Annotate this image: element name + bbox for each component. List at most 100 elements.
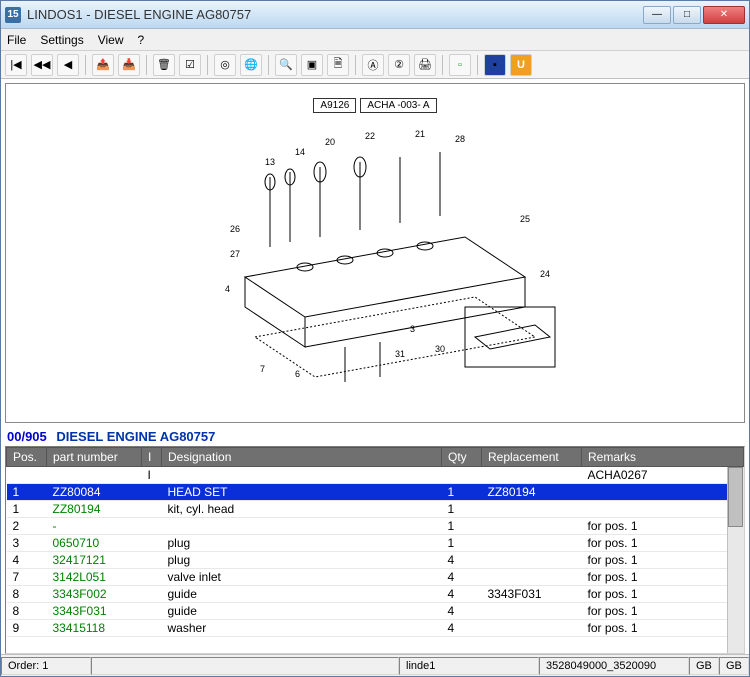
section-header: 00/905 DIESEL ENGINE AG80757	[1, 427, 749, 446]
table-row[interactable]: 30650710plug1for pos. 1	[7, 535, 744, 552]
blue-sq-button[interactable]: ▪	[484, 54, 506, 76]
globe-button[interactable]: 🌐	[240, 54, 262, 76]
toolbar: |◀◀◀◀📤📥🗑☑◎🌐🔍▣🗎Ⓐ②🖨▫▪U	[1, 51, 749, 79]
status-order: Order: 1	[1, 657, 91, 675]
svg-text:4: 4	[225, 284, 230, 294]
cell: 4	[442, 569, 482, 586]
svg-text:28: 28	[455, 134, 465, 144]
part-number-link[interactable]: 33415118	[53, 621, 106, 635]
diagram-panel[interactable]: A9126 ACHA -003- A	[5, 83, 745, 423]
cell: 4	[442, 586, 482, 603]
first-button[interactable]: |◀	[5, 54, 27, 76]
cell: 1	[442, 518, 482, 535]
svg-text:30: 30	[435, 344, 445, 354]
target-button[interactable]: ◎	[214, 54, 236, 76]
cell: valve inlet	[162, 569, 442, 586]
cell: 9	[7, 620, 47, 637]
col-header[interactable]: I	[142, 448, 162, 467]
part-number-link[interactable]: 3343F031	[53, 604, 107, 618]
cell	[142, 620, 162, 637]
page-button[interactable]: ▣	[301, 54, 323, 76]
cell: for pos. 1	[582, 620, 744, 637]
col-header[interactable]: Replacement	[482, 448, 582, 467]
rewind-button[interactable]: ◀◀	[31, 54, 53, 76]
status-right3: GB	[719, 657, 749, 675]
two-circle-button[interactable]: ②	[388, 54, 410, 76]
svg-text:14: 14	[295, 147, 305, 157]
green-sq-button[interactable]: ▫	[449, 54, 471, 76]
menubar: File Settings View ?	[1, 29, 749, 51]
col-header[interactable]: Qty	[442, 448, 482, 467]
cell: guide	[162, 603, 442, 620]
export-button[interactable]: 📤	[92, 54, 114, 76]
cell: ZZ80084	[47, 484, 142, 501]
part-number-link[interactable]: 3343F002	[53, 587, 107, 601]
part-number-link[interactable]: 32417121	[53, 553, 106, 567]
minimize-button[interactable]: —	[643, 6, 671, 24]
status-right1: 3528049000_3520090	[539, 657, 689, 675]
table-row[interactable]: 1ZZ80194kit, cyl. head1	[7, 501, 744, 518]
table-row[interactable]: 933415118washer4for pos. 1	[7, 620, 744, 637]
print-button[interactable]: 🖨	[414, 54, 436, 76]
section-name: DIESEL ENGINE AG80757	[56, 429, 215, 444]
doc-button[interactable]: 🗎	[327, 54, 349, 76]
cell: 3	[7, 535, 47, 552]
status-spacer	[91, 657, 399, 675]
menu-file[interactable]: File	[7, 33, 26, 47]
svg-text:13: 13	[265, 157, 275, 167]
cell	[162, 518, 442, 535]
cart-button[interactable]: 🗑	[153, 54, 175, 76]
menu-settings[interactable]: Settings	[40, 33, 83, 47]
parts-table: Pos.part numberIDesignationQtyReplacemen…	[6, 447, 744, 637]
cell	[482, 467, 582, 484]
cell: plug	[162, 552, 442, 569]
part-number-link[interactable]: ZZ80194	[53, 502, 101, 516]
part-number-link[interactable]: 3142L051	[53, 570, 106, 584]
menu-help[interactable]: ?	[138, 33, 145, 47]
statusbar: Order: 1 linde1 3528049000_3520090 GB GB	[1, 654, 749, 676]
cell: for pos. 1	[582, 603, 744, 620]
svg-text:24: 24	[540, 269, 550, 279]
table-row[interactable]: 2-1for pos. 1	[7, 518, 744, 535]
table-row[interactable]: IACHA0267	[7, 467, 744, 484]
col-header[interactable]: part number	[47, 448, 142, 467]
svg-text:27: 27	[230, 249, 240, 259]
cell: kit, cyl. head	[162, 501, 442, 518]
menu-view[interactable]: View	[98, 33, 124, 47]
check-button[interactable]: ☑	[179, 54, 201, 76]
zoom-in-button[interactable]: 🔍	[275, 54, 297, 76]
cell	[47, 467, 142, 484]
vertical-scrollbar[interactable]	[727, 467, 744, 653]
col-header[interactable]: Pos.	[7, 448, 47, 467]
close-button[interactable]: ✕	[703, 6, 745, 24]
cell: 4	[7, 552, 47, 569]
maximize-button[interactable]: □	[673, 6, 701, 24]
table-row[interactable]: 83343F002guide43343F031for pos. 1	[7, 586, 744, 603]
app-window: 15 LINDOS1 - DIESEL ENGINE AG80757 — □ ✕…	[0, 0, 750, 677]
table-row[interactable]: 432417121plug4for pos. 1	[7, 552, 744, 569]
part-number-link[interactable]: ZZ80084	[53, 485, 101, 499]
cell: 3343F031	[47, 603, 142, 620]
table-row[interactable]: 83343F031guide4for pos. 1	[7, 603, 744, 620]
a-circle-button[interactable]: Ⓐ	[362, 54, 384, 76]
col-header[interactable]: Designation	[162, 448, 442, 467]
orange-u-button[interactable]: U	[510, 54, 532, 76]
scrollbar-thumb[interactable]	[728, 467, 743, 527]
col-header[interactable]: Remarks	[582, 448, 744, 467]
part-number-link[interactable]: 0650710	[53, 536, 100, 550]
part-number-link[interactable]: -	[53, 519, 57, 533]
cell	[482, 518, 582, 535]
cell: ZZ80194	[47, 501, 142, 518]
cell: 1	[442, 535, 482, 552]
table-row[interactable]: 73142L051valve inlet4for pos. 1	[7, 569, 744, 586]
engine-head-diagram: 13 14 20 22 21 28 26 27 4 7 6 31 30 25 2…	[165, 117, 585, 387]
svg-text:22: 22	[365, 131, 375, 141]
import-button[interactable]: 📥	[118, 54, 140, 76]
table-row[interactable]: 1ZZ80084HEAD SET1ZZ80194	[7, 484, 744, 501]
titlebar[interactable]: 15 LINDOS1 - DIESEL ENGINE AG80757 — □ ✕	[1, 1, 749, 29]
cell: washer	[162, 620, 442, 637]
cell: guide	[162, 586, 442, 603]
cell: 1	[442, 484, 482, 501]
prev-button[interactable]: ◀	[57, 54, 79, 76]
svg-text:26: 26	[230, 224, 240, 234]
